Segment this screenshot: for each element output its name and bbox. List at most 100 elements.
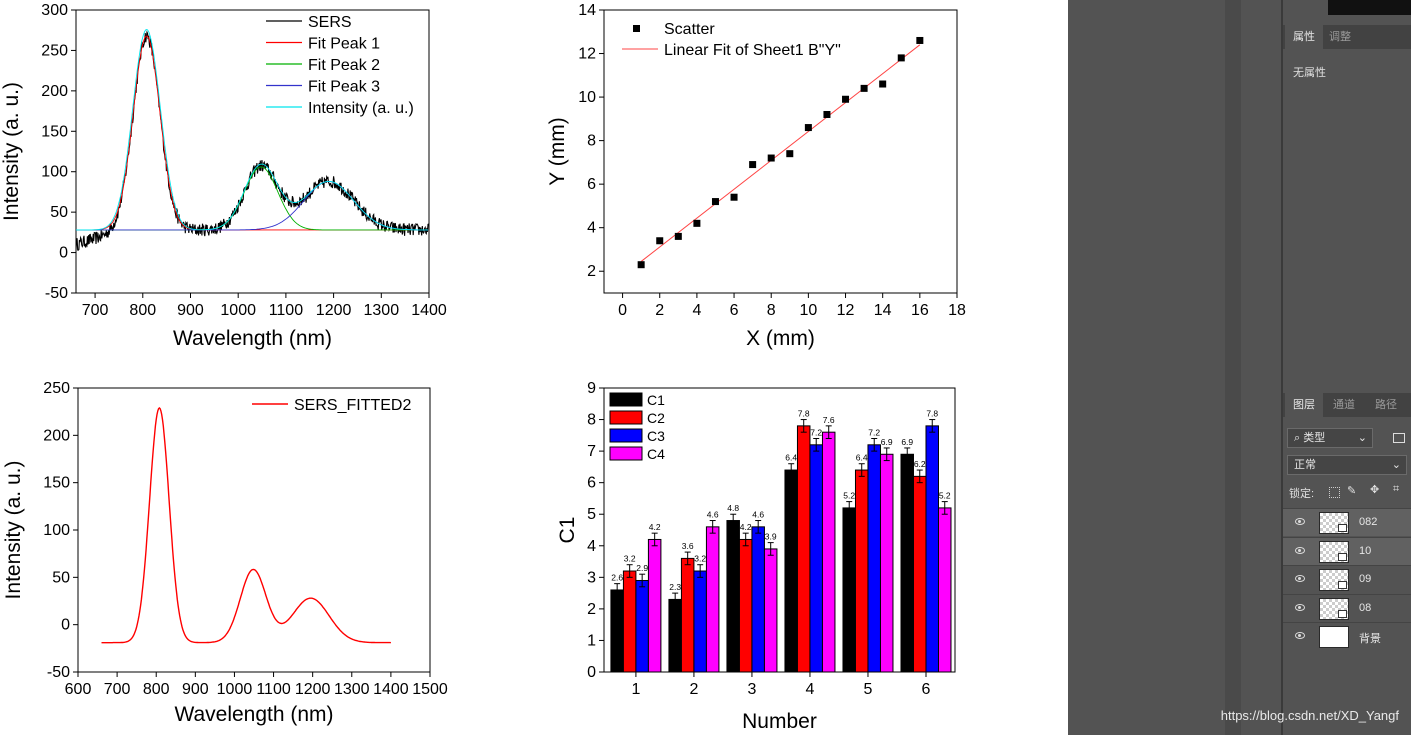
chart2-point (823, 110, 831, 118)
layer-name: 背景 (1359, 633, 1381, 645)
chart4-bar (610, 589, 624, 673)
chart1-xtick-label: 1000 (220, 302, 256, 319)
chart4-bar (680, 557, 695, 673)
chart4-xlabel: Number (742, 710, 817, 733)
chart3-xtick-label: 700 (104, 681, 131, 698)
chart4-data-label: 3.6 (682, 541, 694, 551)
chart4-ytick-label: 3 (587, 569, 596, 586)
chart2-xtick-label: 0 (618, 302, 627, 319)
chart4-bar (635, 579, 649, 673)
chart3-xtick-label: 900 (182, 681, 209, 698)
chart4-ytick-label: 2 (587, 601, 596, 618)
chart2-xtick-label: 4 (692, 302, 701, 319)
chart4-bar (622, 570, 637, 673)
properties-panel: 属性 调整 无属性 (1283, 0, 1411, 385)
chart1-xtick-label: 900 (177, 302, 204, 319)
chart2-xtick-label: 12 (837, 302, 855, 319)
tab-adjustments[interactable]: 调整 (1329, 31, 1351, 43)
chart4-data-label: 3.2 (624, 554, 636, 564)
chart2-ylabel: Y (mm) (546, 117, 569, 185)
preview-thumbnail (1328, 0, 1411, 15)
layer-thumbnail (1319, 540, 1349, 563)
image-filter-icon[interactable] (1393, 433, 1405, 443)
chart4-data-label: 7.6 (823, 415, 835, 425)
legend-label: Fit Peak 3 (308, 79, 380, 96)
legend-label: SERS_FITTED2 (294, 397, 411, 414)
tab-properties[interactable]: 属性 (1285, 25, 1323, 49)
chart4-data-label: 2.3 (669, 582, 681, 592)
chart2-point (767, 154, 775, 162)
chart3-xtick-label: 1200 (295, 681, 331, 698)
chart4-data-label: 6.9 (881, 437, 893, 447)
lock-paint-icon[interactable]: ✎ (1347, 485, 1357, 497)
tab-layers[interactable]: 图层 (1285, 393, 1323, 417)
layer-name: 082 (1359, 516, 1378, 528)
layer-row[interactable]: 背景 (1283, 622, 1411, 650)
chart4-ytick-label: 8 (587, 412, 596, 429)
chart2-xtick-label: 8 (767, 302, 776, 319)
eye-icon[interactable] (1295, 518, 1305, 525)
smart-object-icon (1338, 609, 1347, 618)
chart2-xtick-label: 6 (730, 302, 739, 319)
legend-swatch (609, 428, 643, 443)
chart4-ytick-label: 9 (587, 380, 596, 397)
properties-tabbar: 属性 调整 (1283, 25, 1411, 49)
chart3-ytick-label: 50 (52, 569, 70, 586)
chart1-ytick-label: 250 (41, 42, 68, 59)
eye-icon[interactable] (1295, 575, 1305, 582)
chart3-ytick-label: 100 (43, 522, 70, 539)
chart2-point (674, 232, 682, 240)
chart4-ytick-label: 6 (587, 475, 596, 492)
chart2-ytick-label: 14 (578, 2, 596, 19)
chart4-bar (751, 526, 765, 673)
chart2-xtick-label: 2 (655, 302, 664, 319)
chart4-data-label: 6.4 (785, 453, 797, 463)
blend-mode-label: 正常 (1294, 459, 1316, 471)
chart4-bar (912, 475, 927, 673)
eye-icon[interactable] (1295, 546, 1305, 554)
chart1-series-intensity-a-u- (76, 28, 428, 231)
chart3-xtick-label: 600 (65, 681, 92, 698)
lock-artboard-icon[interactable]: ⌗ (1393, 483, 1400, 495)
smart-object-icon (1338, 552, 1347, 561)
eye-icon[interactable] (1295, 603, 1305, 611)
chart3-ytick-label: 150 (43, 475, 70, 492)
chart4-xtick-label: 2 (689, 681, 698, 698)
layer-row[interactable]: 082 (1283, 508, 1411, 536)
layer-row[interactable]: 10 (1283, 536, 1411, 565)
chart2-xlabel: X (mm) (746, 327, 815, 350)
tab-channels[interactable]: 通道 (1333, 399, 1355, 411)
chart4-data-label: 5.2 (843, 491, 855, 501)
chart4-data-label: 5.2 (939, 491, 951, 501)
eye-icon[interactable] (1295, 632, 1305, 639)
panel-strip-2 (1241, 0, 1281, 735)
chart4-data-label: 4.6 (752, 510, 764, 520)
chevron-down-icon: ⌄ (1391, 459, 1401, 471)
chart4-ylabel: C1 (556, 517, 579, 544)
chart4-data-label: 2.9 (636, 563, 648, 573)
chart2-ytick-label: 6 (587, 176, 596, 193)
layer-thumbnail (1319, 512, 1349, 534)
chart2-point (804, 124, 812, 132)
layer-filter-select[interactable]: ⌕ 类型 ⌄ (1287, 428, 1373, 448)
chart4-bar (809, 444, 823, 673)
chart1-xtick-label: 700 (82, 302, 109, 319)
layer-row[interactable]: 08 (1283, 593, 1411, 622)
smart-object-icon (1338, 581, 1347, 589)
chart2-point (897, 54, 905, 62)
chart2-ytick-label: 8 (587, 133, 596, 150)
tab-paths[interactable]: 路径 (1375, 399, 1397, 411)
chart4-xtick-label: 6 (922, 681, 931, 698)
lock-move-icon[interactable]: ✥ (1370, 484, 1380, 496)
chart1-ylabel: Intensity (a. u.) (0, 82, 23, 221)
lock-transparent-icon[interactable] (1329, 487, 1340, 498)
layer-row[interactable]: 09 (1283, 565, 1411, 593)
panel-strip-1 (1225, 0, 1241, 735)
blend-mode-select[interactable]: 正常 ⌄ (1287, 455, 1407, 475)
legend-label: Linear Fit of Sheet1 B"Y" (664, 42, 841, 59)
legend-label: Intensity (a. u.) (308, 100, 414, 117)
chart4-bar (784, 469, 798, 673)
watermark-text: https://blog.csdn.net/XD_Yangf (1220, 708, 1399, 723)
chart4-bar (879, 453, 894, 673)
chart4-bar (647, 538, 662, 673)
